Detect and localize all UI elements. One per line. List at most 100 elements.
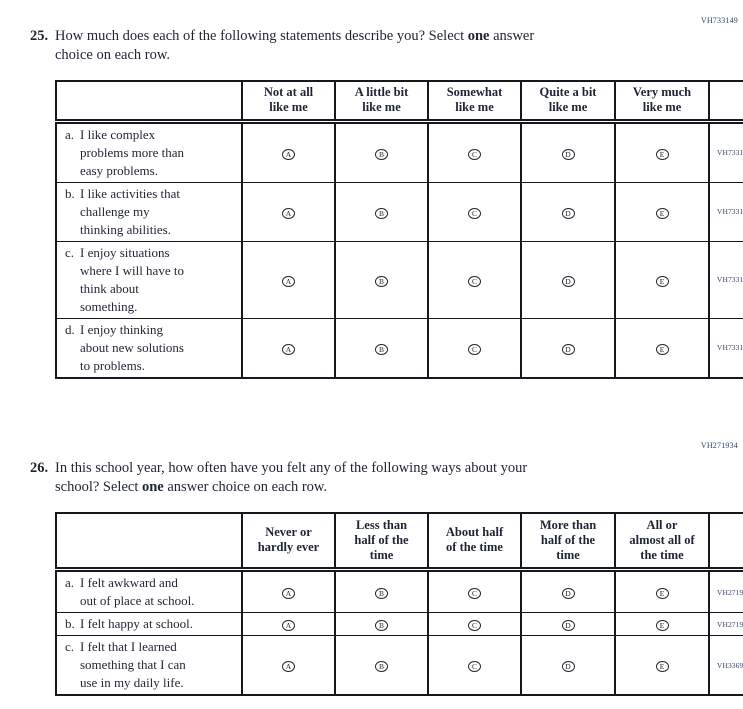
answer-cell: D xyxy=(520,240,616,319)
header-row: Never or hardly ever Less than half of t… xyxy=(55,512,743,572)
answer-bubble-c[interactable]: C xyxy=(468,148,481,160)
question-26-block: 26. In this school year, how often have … xyxy=(0,459,743,696)
header-never-or-hardly-ever: Never or hardly ever xyxy=(241,512,336,572)
answer-bubble-c[interactable]: C xyxy=(468,207,481,219)
row-label: b. xyxy=(65,185,75,201)
row-code: VH733154 xyxy=(708,317,743,378)
answer-bubble-d[interactable]: D xyxy=(561,588,575,600)
answer-cell: E xyxy=(614,317,710,378)
answer-cell: B xyxy=(334,317,429,378)
answer-bubble-a[interactable]: A xyxy=(282,148,295,160)
answer-bubble-b[interactable]: B xyxy=(375,343,388,355)
answer-bubble-b[interactable]: B xyxy=(375,275,388,287)
answer-cell: E xyxy=(614,635,710,696)
answer-bubble-e[interactable]: E xyxy=(655,343,669,355)
answer-cell: B xyxy=(334,120,429,183)
header-code-cell xyxy=(708,512,743,572)
answer-cell: A xyxy=(241,612,336,636)
header-somewhat: Somewhat like me xyxy=(427,80,522,124)
table-row: a. I felt awkward and out of place at sch… xyxy=(55,569,743,613)
row-code: VH271942 xyxy=(708,569,743,613)
answer-cell: B xyxy=(334,240,429,319)
statement-text: I felt awkward and out of place at schoo… xyxy=(80,575,195,608)
header-empty-cell xyxy=(55,80,243,124)
answer-bubble-c[interactable]: C xyxy=(468,275,481,287)
answer-cell: E xyxy=(614,569,710,613)
answer-bubble-b[interactable]: B xyxy=(375,588,388,600)
answer-cell: D xyxy=(520,317,616,378)
answer-bubble-e[interactable]: E xyxy=(655,620,669,632)
answer-cell: C xyxy=(427,120,522,183)
header-a-little-bit: A little bit like me xyxy=(334,80,429,124)
answer-bubble-c[interactable]: C xyxy=(468,661,481,673)
answer-cell: A xyxy=(241,569,336,613)
answer-cell: A xyxy=(241,120,336,183)
question-25-prompt: 25. How much does each of the following … xyxy=(30,27,743,65)
statement-cell: d. I enjoy thinking about new solutions t… xyxy=(55,317,243,378)
header-less-than-half: Less than half of the time xyxy=(334,512,429,572)
answer-bubble-d[interactable]: D xyxy=(561,148,575,160)
statement-text: I felt happy at school. xyxy=(80,616,193,631)
answer-bubble-a[interactable]: A xyxy=(282,207,295,219)
answer-bubble-d[interactable]: D xyxy=(561,207,575,219)
answer-cell: E xyxy=(614,181,710,242)
row-label: d. xyxy=(65,321,75,337)
question-26-text-pre: In this school year, how often have you … xyxy=(55,459,528,495)
question-25-text-bold: one xyxy=(467,28,490,44)
question-25-text: How much does each of the following stat… xyxy=(55,27,534,65)
answer-cell: B xyxy=(334,569,429,613)
header-about-half: About half of the time xyxy=(427,512,522,572)
answer-cell: B xyxy=(334,181,429,242)
question-26-text: In this school year, how often have you … xyxy=(55,459,527,497)
row-label: c. xyxy=(65,244,75,260)
answer-bubble-e[interactable]: E xyxy=(655,207,669,219)
answer-bubble-e[interactable]: E xyxy=(655,275,669,287)
answer-bubble-a[interactable]: A xyxy=(282,661,295,673)
answer-bubble-a[interactable]: A xyxy=(282,588,295,600)
answer-cell: A xyxy=(241,635,336,696)
statement-cell: a. I felt awkward and out of place at sch… xyxy=(55,569,243,613)
header-not-at-all: Not at all like me xyxy=(241,80,336,124)
statement-cell: c. I felt that I learned something that I… xyxy=(55,635,243,696)
answer-cell: C xyxy=(427,635,522,696)
statement-cell: a. I like complex problems more than easy… xyxy=(55,120,243,183)
answer-bubble-c[interactable]: C xyxy=(468,343,481,355)
answer-bubble-c[interactable]: C xyxy=(468,588,481,600)
answer-bubble-c[interactable]: C xyxy=(468,620,481,632)
header-all-or-almost-all: All or almost all of the time xyxy=(614,512,710,572)
answer-bubble-d[interactable]: D xyxy=(561,275,575,287)
answer-bubble-b[interactable]: B xyxy=(375,661,388,673)
table-row: b. I like activities that challenge my th… xyxy=(55,181,743,242)
statement-text: I like activities that challenge my thin… xyxy=(80,185,180,237)
answer-bubble-a[interactable]: A xyxy=(282,620,295,632)
answer-bubble-b[interactable]: B xyxy=(375,148,388,160)
answer-cell: D xyxy=(520,120,616,183)
answer-bubble-d[interactable]: D xyxy=(561,620,575,632)
answer-cell: C xyxy=(427,612,522,636)
answer-bubble-e[interactable]: E xyxy=(655,661,669,673)
statement-cell: b. I felt happy at school. xyxy=(55,612,243,636)
answer-bubble-a[interactable]: A xyxy=(282,275,295,287)
header-empty-cell xyxy=(55,512,243,572)
question-26-text-bold: one xyxy=(141,478,164,495)
row-code: VH271944 xyxy=(708,612,743,636)
answer-bubble-e[interactable]: E xyxy=(655,148,669,160)
answer-bubble-e[interactable]: E xyxy=(655,588,669,600)
question-25-text-post: answer choice on each row. xyxy=(55,28,535,63)
answer-cell: B xyxy=(334,635,429,696)
header-row: Not at all like me A little bit like me … xyxy=(55,80,743,124)
answer-bubble-b[interactable]: B xyxy=(375,620,388,632)
row-code: VH733151 xyxy=(708,181,743,242)
answer-cell: D xyxy=(520,569,616,613)
question-25-text-pre: How much does each of the following stat… xyxy=(55,28,468,44)
answer-bubble-b[interactable]: B xyxy=(375,207,388,219)
answer-bubble-d[interactable]: D xyxy=(561,661,575,673)
question-26-accession-code: VH271934 xyxy=(700,441,738,450)
statement-text: I enjoy thinking about new solutions to … xyxy=(80,321,184,373)
answer-bubble-d[interactable]: D xyxy=(561,343,575,355)
answer-cell: D xyxy=(520,635,616,696)
answer-cell: D xyxy=(520,181,616,242)
answer-cell: B xyxy=(334,612,429,636)
answer-bubble-a[interactable]: A xyxy=(282,343,295,355)
